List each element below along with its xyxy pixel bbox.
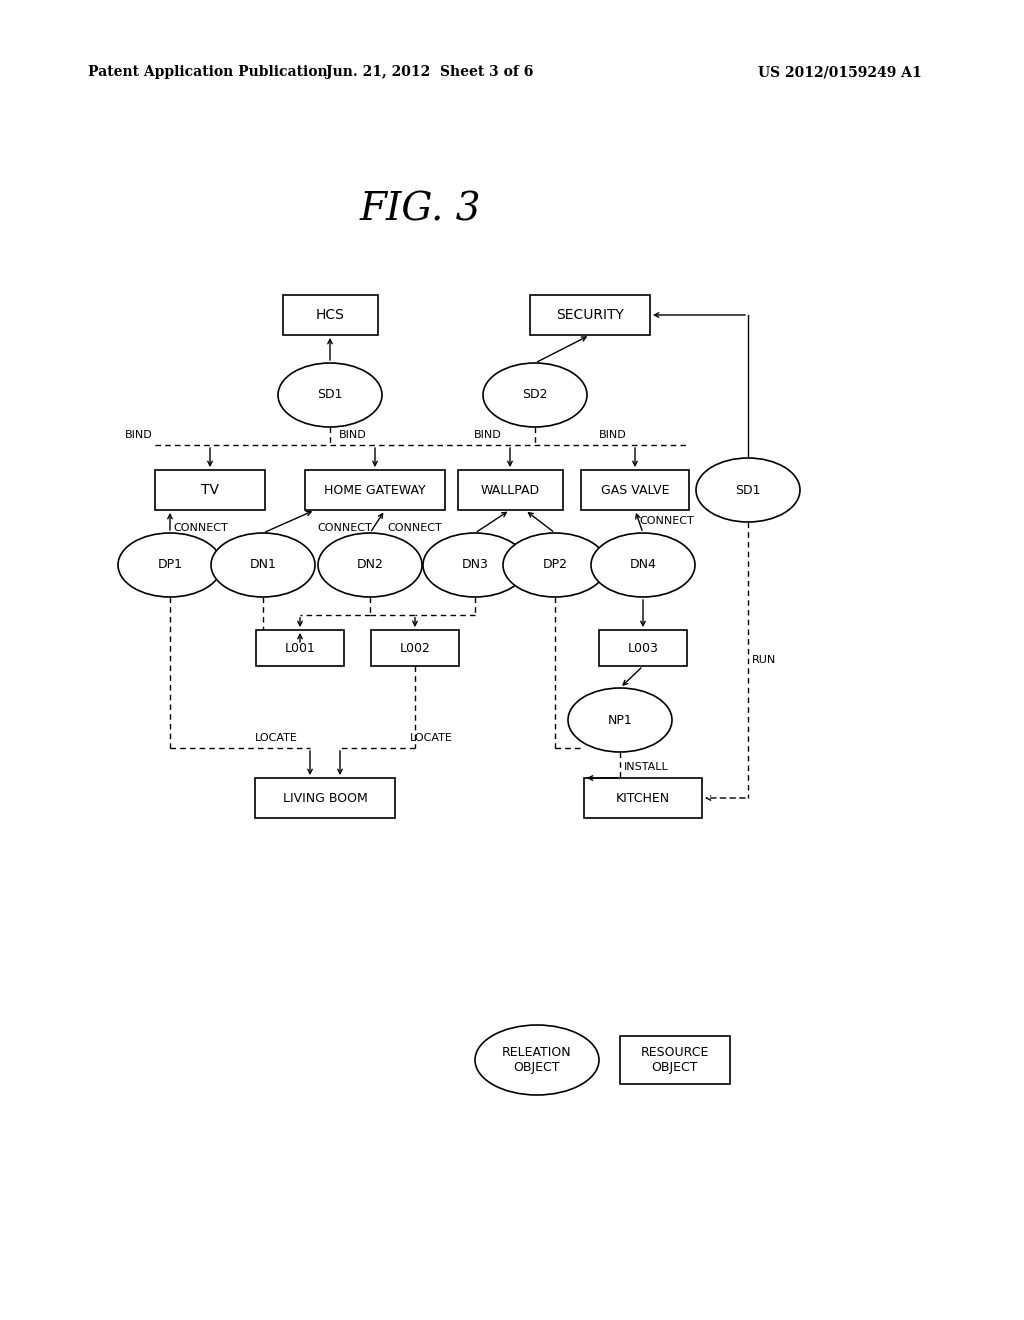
Bar xyxy=(256,630,344,667)
Text: BIND: BIND xyxy=(474,430,502,440)
Bar xyxy=(255,777,395,818)
Text: DP1: DP1 xyxy=(158,558,182,572)
Text: DP2: DP2 xyxy=(543,558,567,572)
Text: CONNECT: CONNECT xyxy=(387,523,441,533)
Text: RESOURCE
OBJECT: RESOURCE OBJECT xyxy=(641,1045,710,1074)
Ellipse shape xyxy=(475,1026,599,1096)
Text: US 2012/0159249 A1: US 2012/0159249 A1 xyxy=(758,65,922,79)
Text: BIND: BIND xyxy=(599,430,627,440)
Text: LOCATE: LOCATE xyxy=(255,733,298,743)
Ellipse shape xyxy=(423,533,527,597)
Text: FIG. 3: FIG. 3 xyxy=(359,191,480,228)
Ellipse shape xyxy=(318,533,422,597)
Text: NP1: NP1 xyxy=(607,714,633,726)
Bar xyxy=(620,1036,730,1084)
Text: INSTALL: INSTALL xyxy=(624,762,669,772)
Text: L003: L003 xyxy=(628,642,658,655)
Text: DN4: DN4 xyxy=(630,558,656,572)
Bar xyxy=(599,630,687,667)
Ellipse shape xyxy=(483,363,587,426)
Text: CONNECT: CONNECT xyxy=(639,516,693,527)
Text: RELEATION
OBJECT: RELEATION OBJECT xyxy=(502,1045,571,1074)
Text: CONNECT: CONNECT xyxy=(173,523,227,533)
Bar xyxy=(283,294,378,335)
Bar xyxy=(155,470,265,510)
Text: KITCHEN: KITCHEN xyxy=(616,792,670,804)
Text: LOCATE: LOCATE xyxy=(410,733,453,743)
Text: DN2: DN2 xyxy=(356,558,383,572)
Ellipse shape xyxy=(568,688,672,752)
Text: L001: L001 xyxy=(285,642,315,655)
Bar xyxy=(458,470,562,510)
Text: SD1: SD1 xyxy=(317,388,343,401)
Text: L002: L002 xyxy=(399,642,430,655)
Ellipse shape xyxy=(591,533,695,597)
Text: HOME GATEWAY: HOME GATEWAY xyxy=(325,483,426,496)
Text: RUN: RUN xyxy=(752,655,776,665)
Ellipse shape xyxy=(696,458,800,521)
Text: LIVING BOOM: LIVING BOOM xyxy=(283,792,368,804)
Text: SECURITY: SECURITY xyxy=(556,308,624,322)
Text: HCS: HCS xyxy=(315,308,344,322)
Text: Jun. 21, 2012  Sheet 3 of 6: Jun. 21, 2012 Sheet 3 of 6 xyxy=(327,65,534,79)
Bar xyxy=(584,777,702,818)
Text: SD2: SD2 xyxy=(522,388,548,401)
Bar xyxy=(530,294,650,335)
Text: DN3: DN3 xyxy=(462,558,488,572)
Text: Patent Application Publication: Patent Application Publication xyxy=(88,65,328,79)
Bar xyxy=(581,470,689,510)
Text: GAS VALVE: GAS VALVE xyxy=(601,483,670,496)
Ellipse shape xyxy=(118,533,222,597)
Text: WALLPAD: WALLPAD xyxy=(480,483,540,496)
Text: CONNECT: CONNECT xyxy=(317,523,372,533)
Ellipse shape xyxy=(503,533,607,597)
Bar xyxy=(305,470,445,510)
Text: BIND: BIND xyxy=(339,430,367,440)
Bar xyxy=(371,630,459,667)
Ellipse shape xyxy=(278,363,382,426)
Text: SD1: SD1 xyxy=(735,483,761,496)
Text: DN1: DN1 xyxy=(250,558,276,572)
Ellipse shape xyxy=(211,533,315,597)
Text: TV: TV xyxy=(201,483,219,498)
Text: BIND: BIND xyxy=(125,430,153,440)
